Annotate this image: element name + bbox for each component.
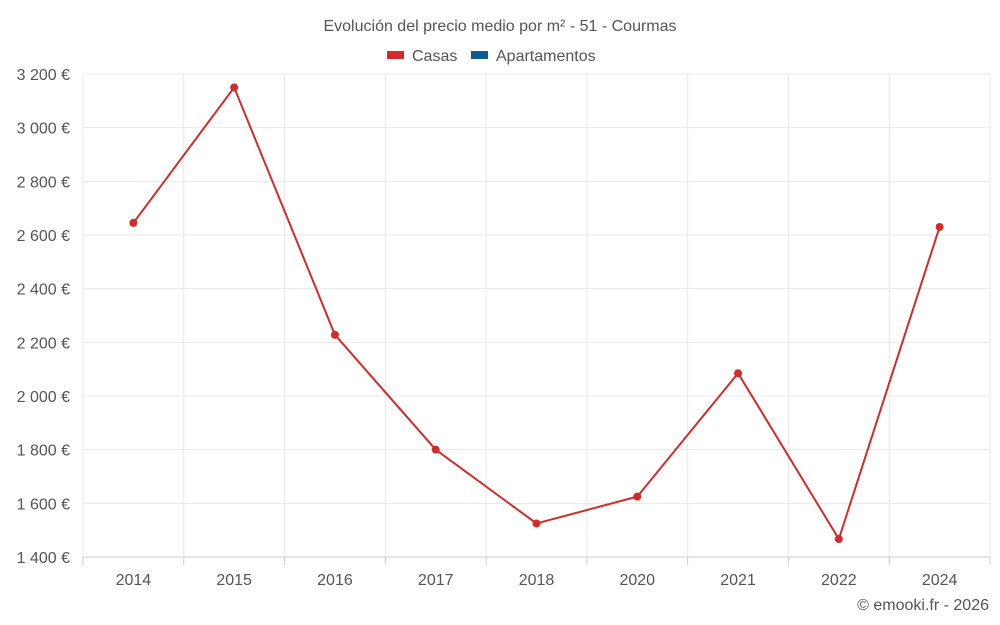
chart-title: Evolución del precio medio por m² - 51 -…	[323, 18, 676, 35]
y-tick-label: 1 400 €	[17, 550, 70, 567]
y-tick-label: 2 600 €	[17, 228, 70, 245]
data-point-casas[interactable]	[129, 218, 138, 227]
y-tick-label: 1 800 €	[17, 443, 70, 460]
x-tick-label: 2024	[922, 572, 958, 589]
y-tick-label: 3 200 €	[17, 67, 70, 84]
data-point-casas[interactable]	[834, 535, 843, 544]
data-point-casas[interactable]	[633, 492, 642, 501]
x-tick-label: 2015	[216, 572, 252, 589]
x-tick-label: 2017	[418, 572, 454, 589]
x-tick-label: 2014	[116, 572, 152, 589]
x-axis: 2014 2015 2016 2017 2018 2020 2021 2022 2024	[82, 556, 991, 589]
y-tick-label: 3 000 €	[17, 121, 70, 138]
y-axis: 1 400 € 1 600 € 1 800 € 2 000 € 2 200 € 2 400…	[17, 67, 70, 567]
y-tick-label: 1 600 €	[17, 496, 70, 513]
series-casas	[129, 83, 944, 544]
legend: Casas Apartamentos	[387, 48, 596, 65]
legend-label-casas: Casas	[412, 48, 457, 65]
x-tick-label: 2016	[317, 572, 353, 589]
y-tick-label: 2 000 €	[17, 389, 70, 406]
legend-swatch-apartamentos	[471, 51, 488, 59]
legend-item-casas[interactable]: Casas	[387, 48, 457, 65]
legend-swatch-casas	[387, 51, 404, 59]
credit: © emooki.fr - 2026	[857, 597, 989, 614]
legend-item-apartamentos[interactable]: Apartamentos	[471, 48, 596, 65]
y-tick-label: 2 200 €	[17, 335, 70, 352]
data-point-casas[interactable]	[431, 445, 440, 454]
x-tick-label: 2022	[821, 572, 857, 589]
y-tick-label: 2 800 €	[17, 174, 70, 191]
data-point-casas[interactable]	[935, 222, 944, 231]
series-line-casas	[132, 86, 941, 541]
legend-label-apartamentos: Apartamentos	[496, 48, 596, 65]
data-point-casas[interactable]	[734, 369, 743, 378]
data-point-casas[interactable]	[532, 519, 541, 528]
data-point-casas[interactable]	[330, 330, 339, 339]
grid	[82, 73, 991, 558]
y-tick-label: 2 400 €	[17, 282, 70, 299]
x-tick-label: 2018	[519, 572, 555, 589]
data-point-casas[interactable]	[230, 83, 239, 92]
x-tick-label: 2020	[619, 572, 655, 589]
x-tick-label: 2021	[720, 572, 756, 589]
